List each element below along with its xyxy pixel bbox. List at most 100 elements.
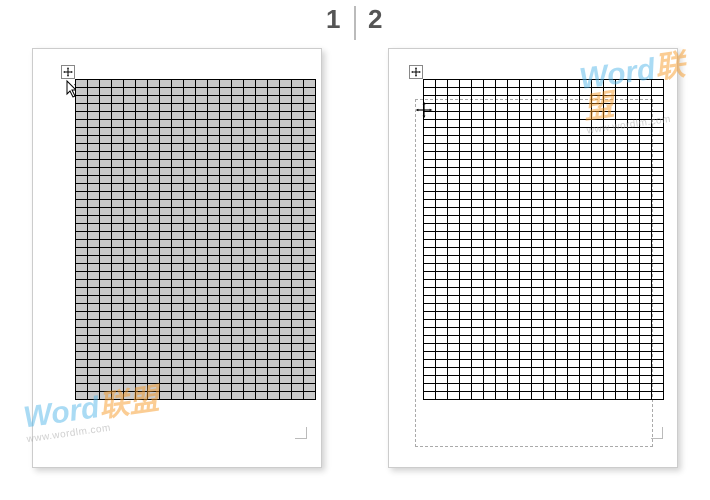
table-cell[interactable] [568, 216, 580, 224]
table-cell[interactable] [304, 96, 316, 104]
table-cell[interactable] [640, 232, 652, 240]
table-cell[interactable] [580, 200, 592, 208]
table-cell[interactable] [88, 312, 100, 320]
table-cell[interactable] [628, 104, 640, 112]
table-cell[interactable] [520, 344, 532, 352]
table-cell[interactable] [460, 384, 472, 392]
table-cell[interactable] [568, 112, 580, 120]
table-cell[interactable] [628, 128, 640, 136]
table-cell[interactable] [592, 392, 604, 400]
table-cell[interactable] [628, 344, 640, 352]
table-cell[interactable] [604, 136, 616, 144]
table-cell[interactable] [532, 104, 544, 112]
table-cell[interactable] [472, 104, 484, 112]
table-cell[interactable] [472, 368, 484, 376]
table-cell[interactable] [604, 88, 616, 96]
table-cell[interactable] [568, 392, 580, 400]
table-cell[interactable] [604, 312, 616, 320]
table-cell[interactable] [460, 208, 472, 216]
table-cell[interactable] [556, 384, 568, 392]
table-cell[interactable] [112, 232, 124, 240]
table-cell[interactable] [76, 224, 88, 232]
table-cell[interactable] [268, 152, 280, 160]
table-cell[interactable] [136, 272, 148, 280]
table-cell[interactable] [232, 288, 244, 296]
table-cell[interactable] [544, 144, 556, 152]
table-cell[interactable] [436, 320, 448, 328]
table-cell[interactable] [280, 104, 292, 112]
table-cell[interactable] [520, 144, 532, 152]
table-cell[interactable] [268, 360, 280, 368]
table-cell[interactable] [196, 320, 208, 328]
table-cell[interactable] [544, 376, 556, 384]
table-cell[interactable] [256, 96, 268, 104]
table-cell[interactable] [148, 384, 160, 392]
table-cell[interactable] [508, 288, 520, 296]
table-cell[interactable] [292, 392, 304, 400]
table-cell[interactable] [652, 384, 664, 392]
table-cell[interactable] [136, 360, 148, 368]
table-cell[interactable] [496, 104, 508, 112]
table-cell[interactable] [472, 128, 484, 136]
table-cell[interactable] [580, 152, 592, 160]
table-cell[interactable] [556, 336, 568, 344]
table-cell[interactable] [232, 296, 244, 304]
table-cell[interactable] [208, 112, 220, 120]
table-cell[interactable] [628, 288, 640, 296]
table-cell[interactable] [460, 280, 472, 288]
table-cell[interactable] [520, 192, 532, 200]
table-cell[interactable] [484, 208, 496, 216]
table-cell[interactable] [532, 192, 544, 200]
table-cell[interactable] [484, 264, 496, 272]
table-cell[interactable] [148, 360, 160, 368]
table-cell[interactable] [100, 152, 112, 160]
table-cell[interactable] [424, 256, 436, 264]
table-cell[interactable] [244, 160, 256, 168]
table-cell[interactable] [652, 200, 664, 208]
table-cell[interactable] [76, 336, 88, 344]
table-cell[interactable] [172, 104, 184, 112]
table-cell[interactable] [136, 304, 148, 312]
table-cell[interactable] [244, 208, 256, 216]
table-cell[interactable] [460, 272, 472, 280]
table-cell[interactable] [136, 368, 148, 376]
table-cell[interactable] [244, 336, 256, 344]
table-cell[interactable] [640, 176, 652, 184]
table-cell[interactable] [208, 384, 220, 392]
table-cell[interactable] [592, 328, 604, 336]
table-cell[interactable] [460, 344, 472, 352]
table-cell[interactable] [628, 120, 640, 128]
table-cell[interactable] [196, 312, 208, 320]
table-cell[interactable] [532, 280, 544, 288]
table-cell[interactable] [448, 88, 460, 96]
table-cell[interactable] [184, 144, 196, 152]
table-cell[interactable] [508, 392, 520, 400]
table-cell[interactable] [220, 112, 232, 120]
table-cell[interactable] [580, 176, 592, 184]
table-cell[interactable] [100, 112, 112, 120]
table-cell[interactable] [172, 152, 184, 160]
table-cell[interactable] [100, 136, 112, 144]
table-cell[interactable] [532, 312, 544, 320]
table-cell[interactable] [496, 288, 508, 296]
table-cell[interactable] [184, 224, 196, 232]
table-cell[interactable] [196, 240, 208, 248]
table-cell[interactable] [652, 304, 664, 312]
table-cell[interactable] [184, 320, 196, 328]
table-cell[interactable] [568, 128, 580, 136]
table-cell[interactable] [88, 80, 100, 88]
table-cell[interactable] [292, 160, 304, 168]
table-cell[interactable] [244, 272, 256, 280]
table-cell[interactable] [220, 232, 232, 240]
table-cell[interactable] [112, 392, 124, 400]
table-cell[interactable] [172, 320, 184, 328]
table-cell[interactable] [640, 144, 652, 152]
table-cell[interactable] [220, 152, 232, 160]
table-cell[interactable] [196, 168, 208, 176]
table-cell[interactable] [448, 320, 460, 328]
table-cell[interactable] [568, 280, 580, 288]
table-cell[interactable] [580, 184, 592, 192]
table-cell[interactable] [448, 112, 460, 120]
table-cell[interactable] [568, 368, 580, 376]
table-cell[interactable] [472, 88, 484, 96]
